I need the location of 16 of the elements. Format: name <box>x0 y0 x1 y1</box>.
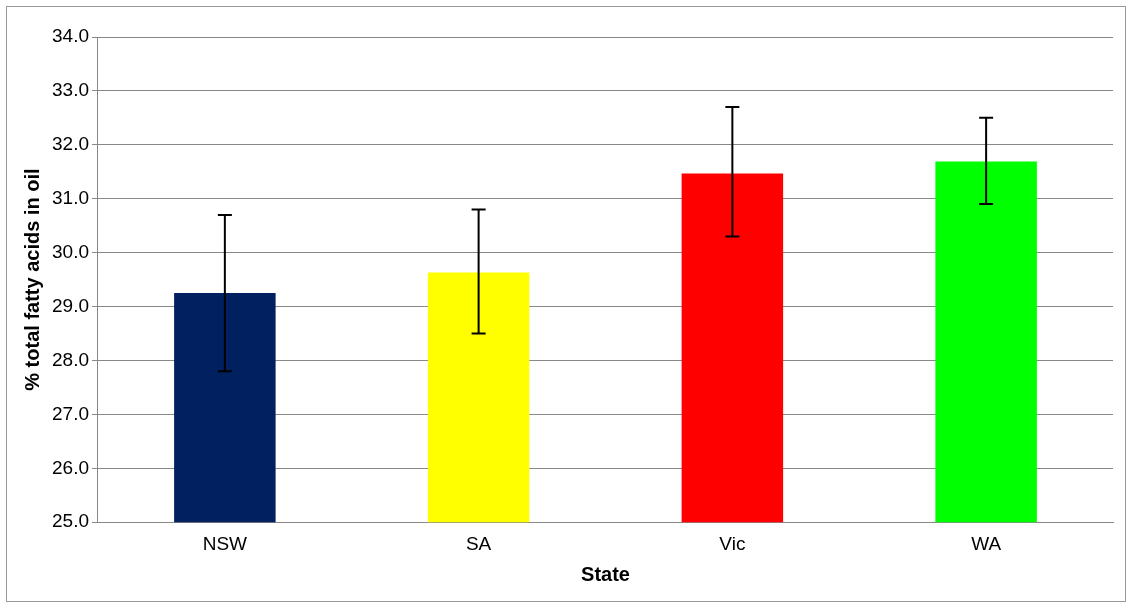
y-tick-label: 27.0 <box>52 402 89 424</box>
x-tick-label: NSW <box>202 532 248 554</box>
y-tick-label: 26.0 <box>52 456 89 478</box>
y-tick-label: 31.0 <box>52 186 89 208</box>
y-tick-label: 32.0 <box>52 133 89 155</box>
y-tick-label: 34.0 <box>52 25 89 47</box>
y-tick-label: 33.0 <box>52 79 89 101</box>
y-tick-label: 29.0 <box>52 294 89 316</box>
y-tick-label: 30.0 <box>52 240 89 262</box>
y-tick-label: 28.0 <box>52 348 89 370</box>
x-tick-label: SA <box>465 532 492 554</box>
x-tick-label: WA <box>971 532 1002 554</box>
y-axis-title: % total fatty acids in oil <box>20 168 43 391</box>
x-axis-title: State <box>581 562 630 585</box>
x-tick-label: Vic <box>719 532 746 554</box>
y-tick-label: 25.0 <box>52 510 89 532</box>
